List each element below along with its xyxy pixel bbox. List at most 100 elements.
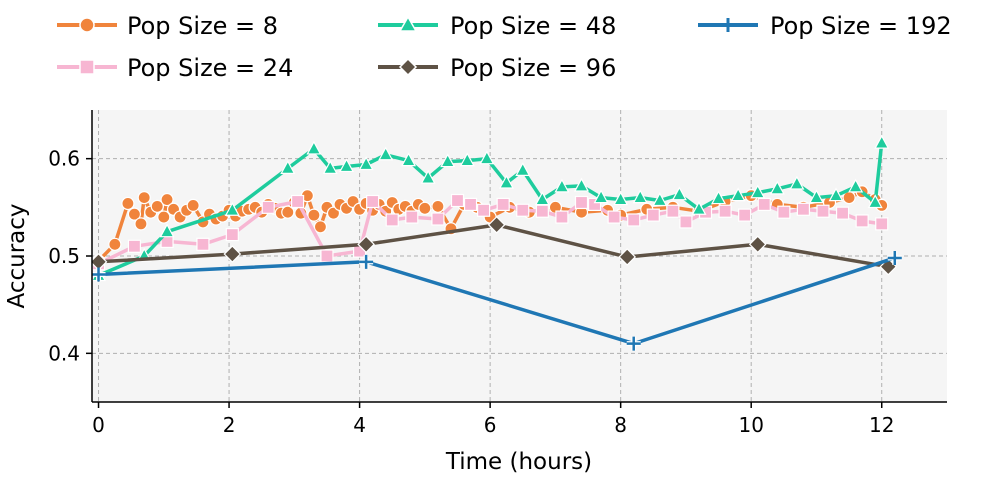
x-tick-label: 8 xyxy=(614,413,627,437)
data-point xyxy=(159,223,175,238)
data-point xyxy=(738,208,752,222)
series-line xyxy=(98,256,896,346)
data-point xyxy=(875,217,889,231)
series-5 xyxy=(91,250,902,351)
x-tick-label: 12 xyxy=(869,413,894,437)
data-point xyxy=(280,160,296,174)
data-point xyxy=(431,212,445,226)
data-point xyxy=(401,152,417,167)
y-tick-label: 0.5 xyxy=(48,244,80,268)
data-point xyxy=(789,175,805,190)
series-layer xyxy=(89,134,902,351)
data-point xyxy=(108,237,122,251)
data-point xyxy=(137,191,151,205)
data-point xyxy=(261,200,275,214)
data-point xyxy=(431,199,445,213)
data-point xyxy=(322,160,338,174)
data-point xyxy=(555,210,569,224)
data-point xyxy=(134,217,148,231)
legend-label-pop-192: Pop Size = 192 xyxy=(770,12,952,40)
data-point xyxy=(306,140,322,155)
data-point xyxy=(652,192,668,207)
legend-label-pop-96: Pop Size = 96 xyxy=(450,54,616,82)
data-point xyxy=(515,162,531,176)
data-point xyxy=(420,169,436,184)
data-point xyxy=(718,204,732,218)
data-point xyxy=(339,158,355,173)
legend-entry-pop-96: Pop Size = 96 xyxy=(378,54,616,82)
data-point xyxy=(225,227,239,242)
data-point xyxy=(691,201,707,215)
legend: Pop Size = 8 Pop Size = 24 Pop Size = 48… xyxy=(57,12,952,82)
data-point xyxy=(516,203,530,217)
data-point xyxy=(679,215,693,229)
data-point xyxy=(874,134,890,149)
data-point xyxy=(573,177,590,192)
legend-entry-pop-8: Pop Size = 8 xyxy=(57,12,278,40)
data-point xyxy=(711,190,727,205)
data-point xyxy=(748,235,767,254)
data-point xyxy=(127,239,142,253)
legend-label-pop-24: Pop Size = 24 xyxy=(127,54,293,82)
legend-marker-pop-192 xyxy=(721,18,735,32)
series-2 xyxy=(91,193,889,271)
ticks: 0 2 4 6 8 10 12 0.4 0.5 0.6 xyxy=(48,147,894,437)
data-point xyxy=(816,204,830,218)
legend-label-pop-8: Pop Size = 8 xyxy=(127,12,278,40)
data-point xyxy=(160,192,174,207)
data-point xyxy=(157,210,171,224)
data-point xyxy=(554,178,570,193)
data-point xyxy=(757,197,771,212)
data-point xyxy=(646,208,660,222)
data-point xyxy=(290,194,305,209)
data-point xyxy=(808,189,824,204)
x-tick-label: 10 xyxy=(738,413,763,437)
data-point xyxy=(730,187,746,202)
data-point xyxy=(618,248,637,266)
data-point xyxy=(326,206,341,220)
data-point xyxy=(357,235,375,254)
series-3 xyxy=(91,134,890,282)
legend-entry-pop-48: Pop Size = 48 xyxy=(378,12,616,40)
data-point xyxy=(405,210,419,224)
data-point xyxy=(224,201,240,216)
data-point xyxy=(613,191,629,206)
legend-marker-pop-24 xyxy=(79,59,95,75)
data-point xyxy=(627,213,641,227)
data-point xyxy=(307,208,321,222)
data-point xyxy=(796,202,811,216)
data-point xyxy=(487,216,506,234)
data-point xyxy=(91,267,106,282)
data-point xyxy=(477,203,491,217)
legend-label-pop-48: Pop Size = 48 xyxy=(450,12,616,40)
data-point xyxy=(378,146,394,161)
data-point xyxy=(867,194,883,209)
legend-entry-pop-24: Pop Size = 24 xyxy=(57,54,293,82)
data-point xyxy=(358,156,374,171)
y-tick-label: 0.6 xyxy=(48,147,80,171)
legend-marker-pop-48 xyxy=(398,15,418,32)
data-point xyxy=(385,213,399,227)
legend-entry-pop-192: Pop Size = 192 xyxy=(698,12,952,40)
legend-marker-pop-96 xyxy=(398,57,418,77)
data-point xyxy=(593,189,609,204)
data-point xyxy=(887,250,902,265)
y-tick-label: 0.4 xyxy=(48,341,80,365)
y-axis-label: Accuracy xyxy=(4,203,30,308)
data-point xyxy=(418,201,432,215)
data-point xyxy=(777,205,791,219)
data-point xyxy=(196,237,210,251)
data-point xyxy=(574,195,589,210)
data-point xyxy=(632,189,648,204)
data-point xyxy=(626,336,641,351)
legend-marker-pop-8 xyxy=(79,17,95,33)
data-point xyxy=(359,254,374,269)
data-point xyxy=(835,206,850,220)
data-point xyxy=(366,194,380,209)
data-point xyxy=(828,187,844,202)
data-point xyxy=(666,204,680,218)
data-point xyxy=(479,150,495,165)
data-point xyxy=(313,220,328,234)
data-point xyxy=(463,197,478,212)
data-point xyxy=(671,186,687,201)
